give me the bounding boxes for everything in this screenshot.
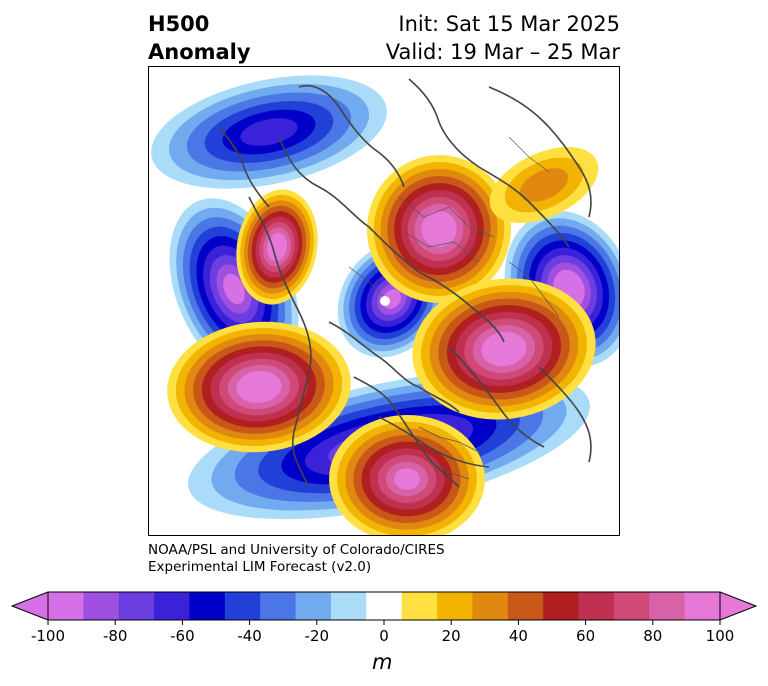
colorbar-swatch: [684, 592, 721, 620]
negative-anomaly-arctic: [337, 240, 447, 358]
colorbar-tick-label: -40: [237, 627, 262, 645]
colorbar-tick-label: 60: [576, 627, 595, 645]
colorbar-swatch: [543, 592, 580, 620]
colorbar-swatch: [401, 592, 438, 620]
negative-anomaly-north-atlantic: [151, 75, 387, 189]
init-date: Init: Sat 15 Mar 2025: [398, 12, 620, 36]
anomaly-contour-band: [428, 217, 450, 241]
colorbar-swatch: [578, 592, 615, 620]
variable-subtitle: Anomaly: [148, 40, 251, 64]
colorbar-tick-label: -60: [170, 627, 195, 645]
map-panel: [148, 66, 620, 536]
anomaly-contour-band: [245, 377, 273, 397]
colorbar-tick-label: -100: [31, 627, 65, 645]
anomaly-contour-band: [223, 273, 245, 305]
variable-title: H500: [148, 12, 210, 36]
colorbar-swatch: [260, 592, 297, 620]
colorbar-swatch: [154, 592, 190, 620]
positive-anomaly-pacific-east: [489, 147, 599, 223]
colorbar-tick-label: 20: [442, 627, 461, 645]
colorbar-swatch: [83, 592, 120, 620]
coastlines: [218, 78, 592, 488]
north-pole-marker: [380, 296, 390, 306]
credit-line-2: Experimental LIM Forecast (v2.0): [148, 559, 372, 575]
colorbar-ticks: [47, 620, 721, 625]
anomaly-contours: [151, 75, 619, 535]
colorbar-swatch: [613, 592, 650, 620]
colorbar-swatch: [189, 592, 226, 620]
anomaly-map: [151, 75, 619, 535]
positive-anomaly-europe: [366, 155, 512, 303]
colorbar-swatch: [649, 592, 686, 620]
colorbar-tick-label: 80: [643, 627, 662, 645]
colorbar-units: m: [372, 650, 393, 674]
anomaly-contour-band: [394, 468, 420, 490]
colorbar-tick-label: 100: [706, 627, 735, 645]
colorbar: [10, 591, 758, 625]
title-right: Init: Sat 15 Mar 2025 Valid: 19 Mar – 25…: [386, 10, 620, 66]
title-left: H500 Anomaly: [148, 10, 251, 66]
positive-anomaly-eastern-us: [329, 415, 485, 535]
borders: [348, 136, 560, 480]
colorbar-swatch: [224, 592, 261, 620]
anomaly-contour-band: [519, 168, 569, 202]
colorbar-tick-label: 0: [379, 627, 389, 645]
colorbar-swatch: [118, 592, 155, 620]
anomaly-contour-band: [490, 338, 518, 360]
colorbar-swatch: [48, 592, 84, 620]
colorbar-swatch: [295, 592, 332, 620]
colorbar-swatch: [330, 592, 367, 620]
colorbar-over-arrow: [719, 591, 758, 621]
colorbar-tick-label: -20: [305, 627, 330, 645]
colorbar-tick-label: 40: [509, 627, 528, 645]
colorbar-swatch: [507, 592, 544, 620]
valid-date-range: Valid: 19 Mar – 25 Mar: [385, 40, 620, 64]
colorbar-swatches: [10, 591, 758, 621]
credit-line-1: NOAA/PSL and University of Colorado/CIRE…: [148, 542, 445, 558]
colorbar-swatch: [366, 592, 403, 620]
anomaly-contour-band: [240, 118, 298, 146]
colorbar-tick-labels: -100 -80 -60 -40 -20 0 20 40 60 80 100: [31, 627, 735, 645]
credit: NOAA/PSL and University of Colorado/CIRE…: [148, 542, 445, 576]
colorbar-swatch: [437, 592, 473, 620]
positive-anomaly-north-pacific: [167, 321, 351, 453]
positive-anomaly-east-asia: [412, 278, 596, 420]
colorbar-swatch: [472, 592, 509, 620]
colorbar-under-arrow: [10, 591, 49, 621]
colorbar-tick-label: -80: [103, 627, 128, 645]
